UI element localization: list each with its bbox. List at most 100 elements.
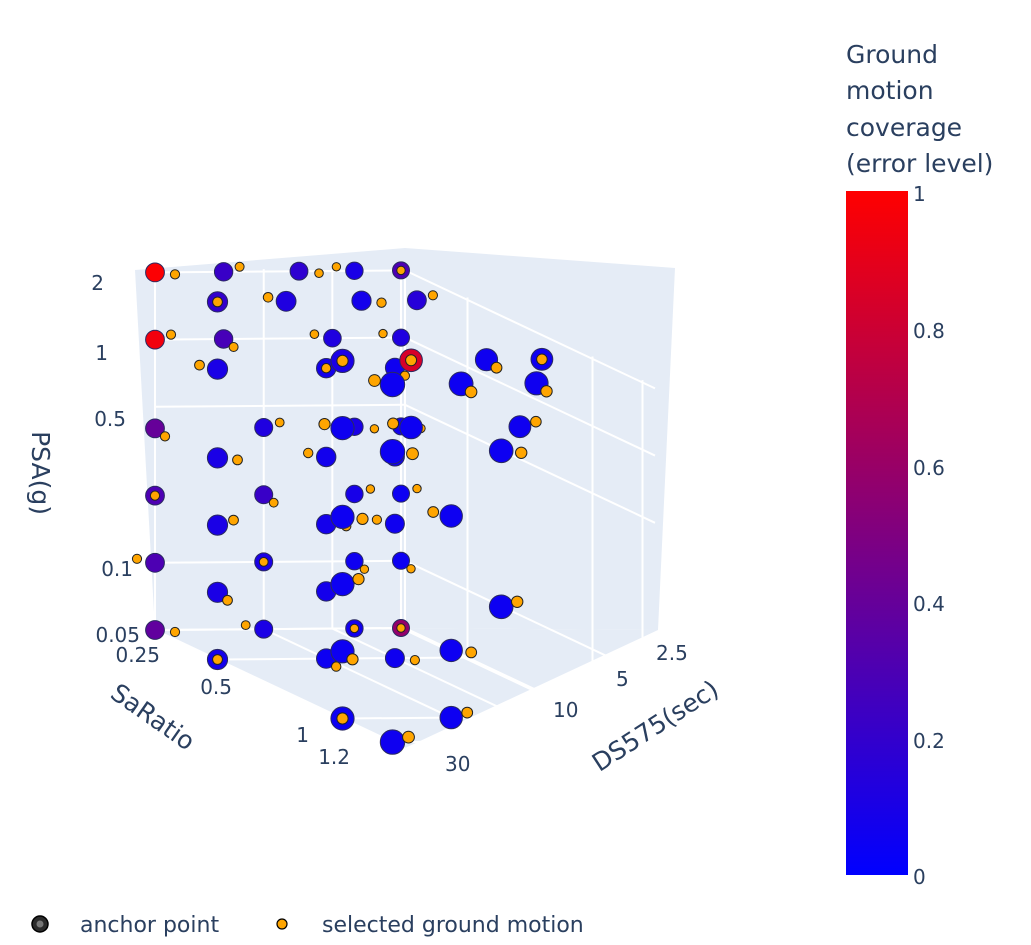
selected-ground-motion-marker[interactable]: [314, 268, 324, 279]
selected-ground-motion-marker[interactable]: [365, 484, 376, 494]
anchor-point-marker[interactable]: [145, 329, 165, 350]
selected-ground-motion-marker[interactable]: [371, 514, 382, 525]
selected-ground-motion-marker[interactable]: [406, 447, 419, 461]
selected-ground-motion-marker[interactable]: [234, 261, 245, 272]
anchor-point-marker[interactable]: [206, 358, 229, 380]
anchor-point-marker[interactable]: [439, 705, 463, 730]
anchor-point-marker[interactable]: [206, 581, 229, 603]
selected-ground-motion-marker[interactable]: [240, 620, 251, 630]
selected-ground-motion-marker[interactable]: [159, 431, 171, 442]
anchor-point-marker[interactable]: [392, 328, 410, 347]
anchor-point-marker[interactable]: [206, 514, 229, 536]
selected-ground-motion-marker[interactable]: [331, 661, 342, 672]
selected-ground-motion-marker[interactable]: [268, 497, 279, 508]
selected-ground-motion-marker[interactable]: [228, 514, 239, 526]
anchor-point-marker[interactable]: [275, 290, 297, 312]
anchor-point-marker[interactable]: [145, 620, 165, 640]
anchor-point-marker[interactable]: [345, 552, 364, 571]
anchor-point-marker[interactable]: [392, 484, 410, 503]
anchor-point-marker[interactable]: [145, 552, 165, 573]
anchor-point-marker[interactable]: [345, 261, 364, 280]
selected-ground-motion-marker[interactable]: [352, 573, 365, 586]
anchor-point-marker[interactable]: [330, 416, 355, 441]
anchor-point-marker[interactable]: [316, 446, 337, 468]
selected-ground-motion-marker[interactable]: [165, 329, 177, 340]
anchor-point-marker[interactable]: [254, 418, 274, 437]
selected-ground-motion-marker[interactable]: [222, 594, 233, 606]
selected-ground-motion-marker[interactable]: [369, 424, 380, 434]
scatter-markers[interactable]: [131, 261, 554, 755]
selected-ground-motion-marker[interactable]: [412, 483, 422, 494]
anchor-point-marker[interactable]: [351, 290, 372, 311]
selected-ground-motion-marker[interactable]: [212, 296, 223, 308]
selected-ground-motion-marker[interactable]: [194, 359, 205, 371]
selected-ground-motion-marker[interactable]: [465, 646, 478, 659]
selected-ground-motion-marker[interactable]: [515, 446, 528, 459]
selected-ground-motion-marker[interactable]: [212, 654, 223, 665]
selected-ground-motion-marker[interactable]: [321, 363, 332, 374]
selected-ground-motion-marker[interactable]: [232, 454, 243, 466]
selected-ground-motion-marker[interactable]: [427, 290, 438, 301]
anchor-point-marker[interactable]: [439, 638, 463, 663]
anchor-point-marker[interactable]: [330, 504, 355, 530]
selected-ground-motion-marker[interactable]: [331, 262, 342, 272]
selected-ground-motion-marker[interactable]: [376, 297, 387, 308]
selected-ground-motion-marker[interactable]: [530, 415, 542, 428]
anchor-point-marker[interactable]: [323, 328, 342, 348]
selected-ground-motion-marker[interactable]: [387, 417, 400, 430]
anchor-point-marker[interactable]: [145, 262, 165, 283]
selected-ground-motion-marker[interactable]: [402, 730, 415, 744]
anchor-point-marker[interactable]: [439, 504, 463, 528]
selected-ground-motion-marker[interactable]: [409, 655, 420, 666]
selected-ground-motion-marker[interactable]: [346, 653, 359, 666]
selected-ground-motion-marker[interactable]: [336, 712, 349, 725]
anchor-point-marker[interactable]: [379, 729, 406, 755]
selected-ground-motion-marker[interactable]: [131, 553, 143, 564]
selected-ground-motion-marker[interactable]: [396, 623, 406, 633]
anchor-point-marker[interactable]: [213, 262, 234, 282]
anchor-point-marker[interactable]: [392, 551, 410, 570]
selected-ground-motion-marker[interactable]: [318, 418, 331, 431]
selected-ground-motion-marker[interactable]: [228, 342, 239, 352]
anchor-point-marker[interactable]: [399, 415, 423, 440]
selected-ground-motion-marker[interactable]: [309, 329, 320, 340]
anchor-point-marker[interactable]: [488, 594, 514, 620]
selected-ground-motion-marker[interactable]: [396, 265, 406, 276]
selected-ground-motion-marker[interactable]: [149, 490, 161, 501]
selected-ground-motion-marker[interactable]: [461, 706, 474, 719]
selected-ground-motion-marker[interactable]: [303, 447, 314, 459]
selected-ground-motion-marker[interactable]: [405, 354, 418, 367]
selected-ground-motion-marker[interactable]: [406, 564, 416, 574]
legend-item-anchor-point[interactable]: anchor point: [31, 913, 219, 938]
anchor-point-marker[interactable]: [379, 371, 406, 398]
anchor-point-marker[interactable]: [254, 485, 274, 505]
anchor-point-marker[interactable]: [379, 439, 406, 465]
selected-ground-motion-marker[interactable]: [427, 506, 440, 518]
anchor-point-marker[interactable]: [407, 290, 427, 311]
anchor-point-marker[interactable]: [488, 438, 514, 464]
legend-item-selected-ground-motion[interactable]: selected ground motion: [276, 913, 584, 938]
anchor-point-marker[interactable]: [213, 329, 234, 349]
selected-ground-motion-marker[interactable]: [336, 354, 349, 367]
anchor-point-marker[interactable]: [508, 415, 532, 439]
anchor-point-marker[interactable]: [345, 484, 364, 504]
selected-ground-motion-marker[interactable]: [490, 361, 503, 374]
selected-ground-motion-marker[interactable]: [536, 353, 548, 366]
selected-ground-motion-marker[interactable]: [540, 385, 553, 398]
selected-ground-motion-marker[interactable]: [169, 269, 181, 280]
anchor-point-marker[interactable]: [384, 648, 405, 669]
selected-ground-motion-marker[interactable]: [274, 417, 285, 428]
anchor-point-marker[interactable]: [330, 572, 355, 597]
selected-ground-motion-marker[interactable]: [169, 626, 181, 638]
selected-ground-motion-marker[interactable]: [511, 595, 524, 608]
anchor-point-marker[interactable]: [145, 418, 165, 439]
anchor-point-marker[interactable]: [384, 513, 405, 534]
selected-ground-motion-marker[interactable]: [368, 374, 381, 387]
anchor-point-marker[interactable]: [289, 261, 309, 281]
selected-ground-motion-marker[interactable]: [464, 385, 478, 399]
selected-ground-motion-marker[interactable]: [359, 564, 370, 574]
anchor-point-marker[interactable]: [254, 619, 274, 639]
selected-ground-motion-marker[interactable]: [258, 557, 269, 567]
selected-ground-motion-marker[interactable]: [349, 623, 360, 634]
anchor-point-marker[interactable]: [206, 447, 229, 469]
